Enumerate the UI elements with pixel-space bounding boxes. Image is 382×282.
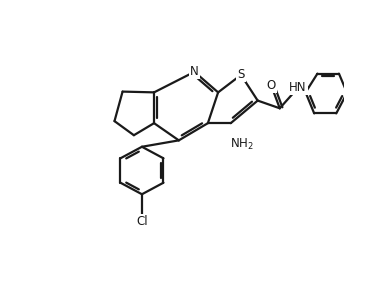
Text: N: N [190,65,199,78]
Text: S: S [237,69,245,81]
Text: NH$_2$: NH$_2$ [230,137,254,152]
Text: O: O [267,79,276,92]
Text: Cl: Cl [136,215,148,228]
Text: HN: HN [289,81,307,94]
